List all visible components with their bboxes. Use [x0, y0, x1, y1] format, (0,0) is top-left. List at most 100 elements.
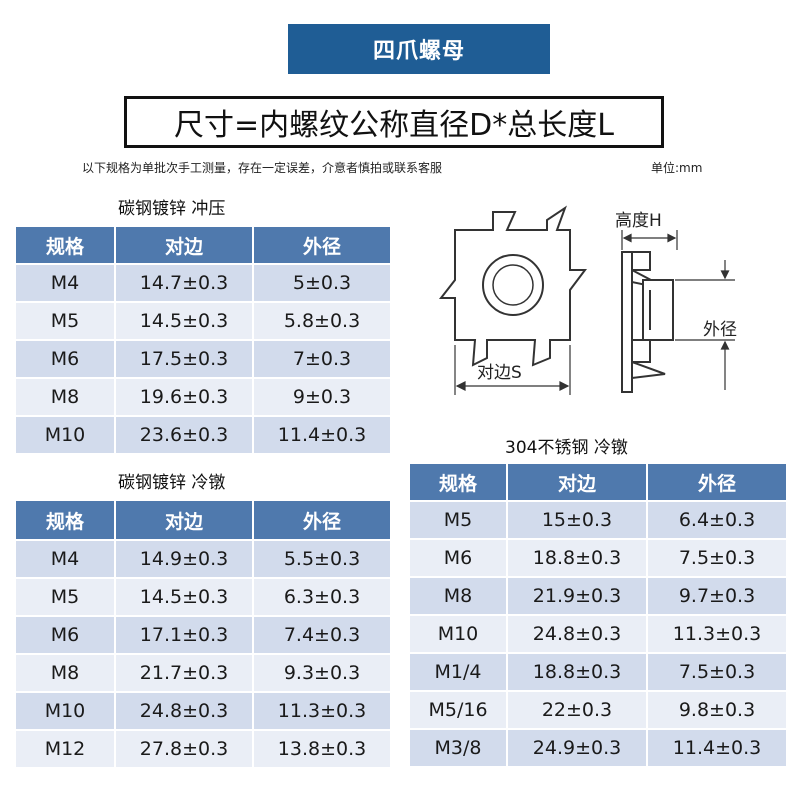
cell-spec: M1/4	[408, 652, 508, 692]
cell-flat: 18.8±0.3	[506, 538, 648, 578]
header-spec: 规格	[408, 462, 508, 502]
cell-spec: M6	[408, 538, 508, 578]
cell-outer: 5±0.3	[252, 263, 392, 303]
cell-spec: M10	[14, 691, 116, 731]
height-dimension	[621, 230, 678, 250]
outer-dimension	[675, 260, 735, 390]
table-row: M10 24.8±0.3 11.3±0.3	[408, 614, 788, 654]
cell-spec: M5/16	[408, 690, 508, 730]
cell-spec: M8	[408, 576, 508, 616]
cell-outer: 11.3±0.3	[646, 614, 788, 654]
cell-outer: 13.8±0.3	[252, 729, 392, 769]
cell-flat: 14.9±0.3	[114, 539, 254, 579]
height-label: 高度H	[615, 211, 662, 231]
table-row: M6 17.5±0.3 7±0.3	[14, 339, 392, 379]
flat-dimension	[454, 345, 571, 395]
cell-outer: 9.8±0.3	[646, 690, 788, 730]
cell-outer: 9.7±0.3	[646, 576, 788, 616]
cell-outer: 7.5±0.3	[646, 538, 788, 578]
tee-nut-diagram: 对边S 高度H 外径	[438, 205, 737, 395]
cell-outer: 5.5±0.3	[252, 539, 392, 579]
cell-flat: 24.8±0.3	[506, 614, 648, 654]
stainless-spec-table: 规格 对边 外径 M5 15±0.3 6.4±0.3 M6 18.8±0.3 7.5±0.…	[408, 462, 788, 768]
cell-spec: M12	[14, 729, 116, 769]
size-formula: 尺寸=内螺纹公称直径D*总长度L	[124, 96, 664, 148]
header-flat: 对边	[114, 225, 254, 265]
stamp-spec-table: 规格 对边 外径 M4 14.7±0.3 5±0.3 M5 14.5±0.3 5.8±0.…	[14, 225, 392, 455]
table-row: M10 24.8±0.3 11.3±0.3	[14, 691, 392, 731]
cell-flat: 21.9±0.3	[506, 576, 648, 616]
cell-flat: 15±0.3	[506, 500, 648, 540]
cell-outer: 7±0.3	[252, 339, 392, 379]
table-row: M5 15±0.3 6.4±0.3	[408, 500, 788, 540]
cell-outer: 6.4±0.3	[646, 500, 788, 540]
cold-table-caption: 碳钢镀锌 冷镦	[118, 473, 226, 493]
table-row: M10 23.6±0.3 11.4±0.3	[14, 415, 392, 455]
cell-flat: 23.6±0.3	[114, 415, 254, 455]
measurement-note: 以下规格为单批次手工测量，存在一定误差，介意者慎拍或联系客服	[82, 161, 443, 175]
cell-spec: M5	[14, 577, 116, 617]
table-row: M4 14.9±0.3 5.5±0.3	[14, 539, 392, 579]
table-row: M4 14.7±0.3 5±0.3	[14, 263, 392, 303]
cell-flat: 14.5±0.3	[114, 301, 254, 341]
cell-spec: M5	[14, 301, 116, 341]
unit-label: 单位:mm	[651, 161, 703, 175]
nut-front-view	[438, 205, 587, 367]
cell-flat: 22±0.3	[506, 690, 648, 730]
table-row: M1/4 18.8±0.3 7.5±0.3	[408, 652, 788, 692]
cell-outer: 9.3±0.3	[252, 653, 392, 693]
cell-spec: M3/8	[408, 728, 508, 768]
cell-spec: M5	[408, 500, 508, 540]
cell-outer: 7.4±0.3	[252, 615, 392, 655]
title-banner: 四爪螺母	[288, 24, 550, 74]
cell-flat: 19.6±0.3	[114, 377, 254, 417]
table-row: M6 18.8±0.3 7.5±0.3	[408, 538, 788, 578]
cell-outer: 6.3±0.3	[252, 577, 392, 617]
header-spec: 规格	[14, 499, 116, 541]
table-row: M5/16 22±0.3 9.8±0.3	[408, 690, 788, 730]
cell-spec: M6	[14, 339, 116, 379]
cell-outer: 11.4±0.3	[252, 415, 392, 455]
cell-spec: M6	[14, 615, 116, 655]
cold-spec-table: 规格 对边 外径 M4 14.9±0.3 5.5±0.3 M5 14.5±0.3 6.3±…	[14, 499, 392, 769]
table-row: M12 27.8±0.3 13.8±0.3	[14, 729, 392, 769]
cell-spec: M10	[408, 614, 508, 654]
outer-label: 外径	[703, 320, 737, 340]
cell-outer: 9±0.3	[252, 377, 392, 417]
cell-flat: 14.5±0.3	[114, 577, 254, 617]
table-row: M8 19.6±0.3 9±0.3	[14, 377, 392, 417]
cell-flat: 17.5±0.3	[114, 339, 254, 379]
cell-outer: 11.3±0.3	[252, 691, 392, 731]
cell-flat: 18.8±0.3	[506, 652, 648, 692]
table-row: M3/8 24.9±0.3 11.4±0.3	[408, 728, 788, 768]
header-outer: 外径	[252, 499, 392, 541]
cell-spec: M10	[14, 415, 116, 455]
cell-outer: 7.5±0.3	[646, 652, 788, 692]
header-flat: 对边	[114, 499, 254, 541]
table-row: M5 14.5±0.3 6.3±0.3	[14, 577, 392, 617]
cell-flat: 21.7±0.3	[114, 653, 254, 693]
cell-flat: 17.1±0.3	[114, 615, 254, 655]
header-outer: 外径	[646, 462, 788, 502]
stamp-table-caption: 碳钢镀锌 冲压	[118, 199, 226, 219]
cell-outer: 11.4±0.3	[646, 728, 788, 768]
header-outer: 外径	[252, 225, 392, 265]
page-title: 四爪螺母	[372, 39, 465, 64]
table-row: M8 21.9±0.3 9.7±0.3	[408, 576, 788, 616]
header-spec: 规格	[14, 225, 116, 265]
cell-spec: M8	[14, 377, 116, 417]
cell-spec: M4	[14, 263, 116, 303]
table-row: M8 21.7±0.3 9.3±0.3	[14, 653, 392, 693]
table-row: M6 17.1±0.3 7.4±0.3	[14, 615, 392, 655]
cell-spec: M8	[14, 653, 116, 693]
table-row: M5 14.5±0.3 5.8±0.3	[14, 301, 392, 341]
stainless-table-caption: 304不锈钢 冷镦	[505, 438, 628, 458]
cell-outer: 5.8±0.3	[252, 301, 392, 341]
cell-spec: M4	[14, 539, 116, 579]
cell-flat: 24.9±0.3	[506, 728, 648, 768]
nut-side-view	[621, 251, 674, 393]
flat-label: 对边S	[477, 363, 522, 383]
cell-flat: 14.7±0.3	[114, 263, 254, 303]
cell-flat: 27.8±0.3	[114, 729, 254, 769]
cell-flat: 24.8±0.3	[114, 691, 254, 731]
